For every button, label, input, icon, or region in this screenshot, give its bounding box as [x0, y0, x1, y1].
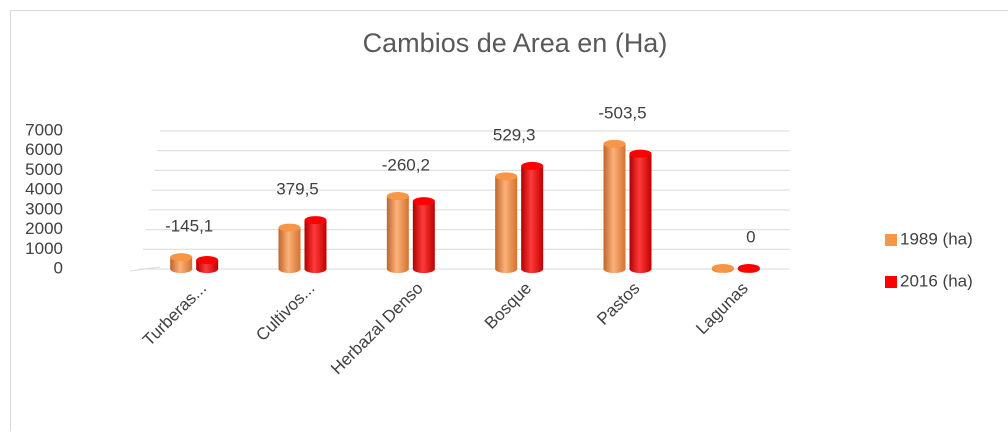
cylinder: [712, 264, 734, 273]
cylinder: [413, 197, 435, 273]
y-tick-label: 2000: [25, 219, 63, 238]
bar-top: [387, 192, 409, 200]
chart-title: Cambios de Area en (Ha): [363, 28, 668, 58]
bar-top: [305, 216, 327, 224]
annotation: -260,2: [382, 156, 430, 175]
x-tick-label: Turberas...: [139, 279, 210, 350]
bar-top: [712, 264, 734, 272]
y-tick-label: 7000: [25, 120, 63, 139]
bar-top: [196, 256, 218, 264]
annotation: 379,5: [276, 180, 319, 199]
cylinder: [738, 264, 760, 273]
legend-swatch: [885, 234, 897, 246]
legend-label: 2016 (ha): [900, 271, 973, 290]
cylinder: [387, 192, 409, 273]
y-tick-label: 1000: [25, 239, 63, 258]
cylinder: [305, 216, 327, 273]
x-tick-label: Pastos: [593, 279, 643, 329]
cylinder: [495, 172, 517, 273]
y-tick-label: 3000: [25, 199, 63, 218]
bar-top: [604, 140, 626, 148]
annotation: -503,5: [598, 103, 646, 122]
x-tick-label: Bosque: [481, 279, 535, 333]
bar: [279, 228, 301, 273]
bar-top: [521, 162, 543, 170]
bar-top: [630, 150, 652, 158]
bar-top: [413, 197, 435, 205]
legend-label: 1989 (ha): [900, 229, 973, 248]
y-tick-label: 6000: [25, 140, 63, 159]
bar: [305, 220, 327, 273]
y-tick-label: 0: [54, 258, 63, 277]
cylinder: [630, 150, 652, 273]
bar: [521, 166, 543, 273]
bar-top: [170, 253, 192, 261]
bar: [630, 154, 652, 273]
annotation: -145,1: [165, 217, 213, 236]
cylinder: [279, 224, 301, 273]
bar-top: [495, 172, 517, 180]
y-tick-label: 5000: [25, 160, 63, 179]
bar: [413, 201, 435, 273]
bar-top: [738, 264, 760, 272]
bar: [387, 196, 409, 273]
y-tick-label: 4000: [25, 180, 63, 199]
x-tick-label: Herbazal Denso: [327, 279, 427, 379]
bar: [604, 144, 626, 273]
x-tick-label: Lagunas: [692, 279, 752, 339]
bar: [495, 176, 517, 273]
annotation: 0: [746, 227, 755, 246]
cylinder: [521, 162, 543, 273]
cylinder: [196, 256, 218, 273]
x-tick-label: Cultivos...: [252, 279, 318, 345]
bar-top: [279, 224, 301, 232]
cylinder: [170, 253, 192, 273]
annotation: 529,3: [493, 125, 536, 144]
cylinder: [604, 140, 626, 273]
legend-swatch: [885, 276, 897, 288]
